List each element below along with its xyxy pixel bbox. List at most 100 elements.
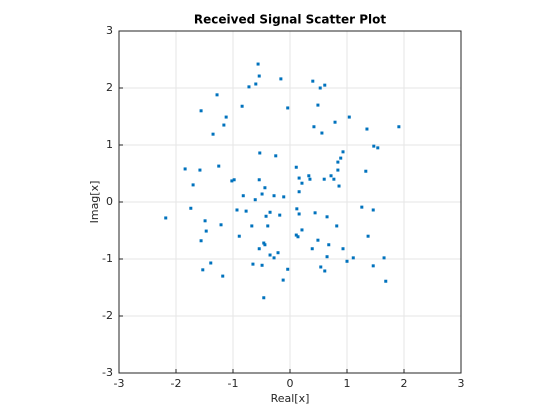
point — [258, 151, 262, 155]
point — [310, 247, 314, 251]
point — [336, 160, 340, 164]
point — [360, 205, 364, 209]
point — [327, 243, 331, 247]
point — [244, 209, 248, 213]
point — [308, 177, 312, 181]
point — [323, 269, 327, 273]
point — [256, 62, 260, 66]
point — [345, 259, 349, 263]
point — [295, 207, 299, 211]
point — [341, 247, 345, 251]
point — [274, 154, 278, 158]
point — [262, 241, 266, 245]
point — [201, 268, 205, 272]
point — [254, 82, 258, 86]
point — [240, 104, 244, 108]
point — [371, 264, 375, 268]
point — [237, 234, 241, 238]
point — [235, 208, 239, 212]
point — [276, 251, 280, 255]
point — [260, 192, 264, 196]
y-tick-label: -3 — [102, 366, 113, 379]
point — [325, 255, 329, 259]
point — [199, 109, 203, 113]
x-tick-label: -3 — [114, 377, 125, 390]
point — [294, 165, 298, 169]
point — [319, 265, 323, 269]
point — [320, 131, 324, 135]
point — [203, 219, 207, 223]
point — [296, 235, 300, 239]
point — [189, 206, 193, 210]
point — [272, 256, 276, 260]
point — [281, 278, 285, 282]
point — [257, 178, 261, 182]
point — [332, 177, 336, 181]
point — [204, 229, 208, 233]
point — [191, 183, 195, 187]
point — [262, 296, 266, 300]
point — [397, 125, 401, 129]
point — [221, 274, 225, 278]
point — [376, 146, 380, 150]
point — [279, 77, 283, 81]
point — [347, 115, 351, 119]
point — [333, 120, 337, 124]
point — [318, 86, 322, 90]
point — [268, 210, 272, 214]
point — [297, 212, 301, 216]
point — [209, 261, 213, 265]
point — [224, 115, 228, 119]
point — [335, 224, 339, 228]
x-axis-label: Real[x] — [271, 392, 310, 405]
point — [297, 176, 301, 180]
point — [337, 184, 341, 188]
point — [164, 216, 168, 220]
point — [253, 198, 257, 202]
point — [286, 267, 290, 271]
x-tick-label: 2 — [401, 377, 408, 390]
point — [300, 181, 304, 185]
point — [312, 125, 316, 129]
point — [219, 223, 223, 227]
x-tick-label: -2 — [171, 377, 182, 390]
point — [311, 79, 315, 83]
point — [263, 243, 267, 247]
point — [384, 279, 388, 283]
point — [257, 247, 261, 251]
point — [241, 194, 245, 198]
point — [351, 256, 355, 260]
point — [382, 256, 386, 260]
chart-title: Received Signal Scatter Plot — [194, 13, 386, 27]
y-tick-label: 0 — [106, 195, 113, 208]
point — [263, 186, 267, 190]
point — [336, 168, 340, 172]
y-tick-label: 3 — [106, 24, 113, 37]
point — [307, 174, 311, 178]
point — [266, 224, 270, 228]
point — [264, 214, 268, 218]
point — [222, 123, 226, 127]
point — [198, 168, 202, 172]
y-tick-label: -2 — [102, 309, 113, 322]
point — [211, 132, 215, 136]
point — [199, 239, 203, 243]
point — [294, 233, 298, 237]
point — [268, 253, 272, 257]
point — [278, 213, 282, 217]
point — [329, 174, 333, 178]
point — [313, 211, 317, 215]
point — [372, 144, 376, 148]
y-axis-label: Imag[x] — [88, 181, 101, 224]
point — [316, 103, 320, 107]
point — [300, 228, 304, 232]
point — [323, 83, 327, 87]
point — [247, 85, 251, 89]
x-tick-label: 3 — [458, 377, 465, 390]
y-tick-label: 2 — [106, 81, 113, 94]
y-tick-label: 1 — [106, 138, 113, 151]
point — [316, 238, 320, 242]
point — [250, 224, 254, 228]
point — [260, 263, 264, 267]
